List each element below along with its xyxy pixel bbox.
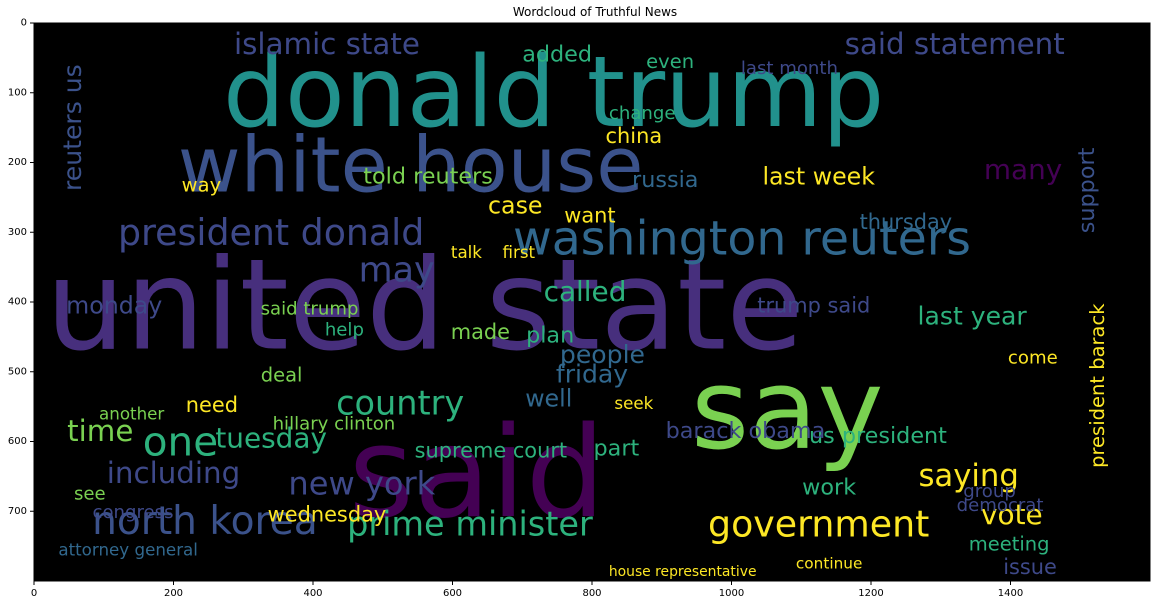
- word: islamic state: [234, 27, 420, 61]
- word: talk: [451, 242, 482, 262]
- word: change: [609, 103, 676, 124]
- word: congress: [93, 502, 174, 523]
- chart-title: Wordcloud of Truthful News: [513, 5, 677, 19]
- y-tick-label: 600: [8, 436, 27, 447]
- word: barack obama: [666, 418, 826, 444]
- word: told reuters: [363, 163, 493, 189]
- word: monday: [66, 291, 162, 319]
- y-tick-label: 200: [8, 157, 27, 168]
- x-tick-label: 400: [303, 588, 322, 599]
- word: country: [336, 384, 464, 423]
- word: saying: [918, 459, 1018, 494]
- word: may: [359, 251, 435, 291]
- y-tick-label: 300: [8, 227, 27, 238]
- word: president barack: [1086, 303, 1109, 468]
- plot-background: [34, 23, 1150, 581]
- word: president donald: [118, 211, 424, 254]
- x-tick-label: 0: [31, 588, 37, 599]
- word: white house: [178, 121, 644, 210]
- word: many: [984, 153, 1062, 186]
- word: attorney general: [58, 540, 198, 560]
- word: said statement: [845, 27, 1065, 61]
- word: said: [348, 400, 605, 546]
- word: time: [67, 414, 133, 448]
- word: house representative: [609, 564, 757, 580]
- word: one: [143, 418, 218, 466]
- word: work: [802, 475, 856, 501]
- word: donald trump: [223, 36, 884, 150]
- word: said trump: [261, 298, 359, 319]
- word: including: [107, 456, 240, 490]
- x-tick-label: 800: [582, 588, 601, 599]
- word: united state: [46, 232, 804, 378]
- word: us president: [809, 423, 947, 449]
- word: china: [606, 124, 663, 148]
- x-tick-label: 600: [443, 588, 462, 599]
- word: hillary clinton: [273, 414, 396, 435]
- x-tick-label: 200: [164, 588, 183, 599]
- word: tuesday: [215, 422, 327, 455]
- word: last week: [762, 162, 875, 190]
- y-tick-label: 400: [8, 297, 27, 308]
- word: new york: [288, 464, 435, 502]
- word: thursday: [860, 210, 953, 234]
- y-tick-label: 0: [21, 18, 27, 29]
- word: see: [74, 483, 106, 504]
- word: deal: [261, 364, 303, 387]
- y-tick-label: 700: [8, 506, 27, 517]
- word: north korea: [92, 499, 318, 544]
- y-tick-label: 100: [8, 87, 27, 98]
- word: prime minister: [347, 504, 593, 543]
- word: well: [525, 384, 572, 412]
- word: way: [182, 173, 221, 196]
- word: issue: [1003, 555, 1057, 579]
- word: need: [186, 393, 238, 417]
- word: government: [708, 502, 929, 545]
- word: part: [594, 435, 640, 461]
- word: case: [488, 192, 542, 220]
- word: trump said: [757, 293, 870, 317]
- word: another: [99, 404, 164, 424]
- axes: 0 200 400 600 800 1000 1200 1400 0 100 200 300 400 50…: [8, 18, 1023, 600]
- word: first: [502, 242, 535, 262]
- word: added: [522, 41, 592, 67]
- word: people: [560, 340, 645, 369]
- x-tick-label: 1000: [719, 588, 744, 599]
- word: washington reuters: [513, 212, 971, 267]
- y-tick-label: 500: [8, 366, 27, 377]
- word: last year: [918, 301, 1028, 330]
- word: supreme court: [415, 439, 568, 463]
- word: reuters us: [58, 64, 87, 191]
- x-tick-label: 1200: [858, 588, 883, 599]
- word: friday: [556, 359, 628, 388]
- word: say: [691, 345, 884, 475]
- word: last month: [741, 58, 838, 79]
- word: vote: [981, 498, 1043, 531]
- word: help: [325, 319, 364, 340]
- word: want: [564, 204, 615, 228]
- word: made: [451, 320, 510, 344]
- word: even: [646, 50, 694, 73]
- word: seek: [614, 393, 653, 413]
- word: group: [963, 481, 1016, 502]
- word: continue: [796, 555, 863, 573]
- x-tick-label: 1400: [998, 588, 1023, 599]
- word: russia: [632, 167, 698, 193]
- word: support: [1074, 147, 1100, 233]
- word: democrat: [957, 495, 1044, 516]
- word: meeting: [969, 533, 1050, 556]
- word: wednesday: [268, 503, 387, 527]
- word: come: [1008, 347, 1058, 368]
- word: called: [544, 275, 627, 308]
- word: plan: [526, 322, 574, 348]
